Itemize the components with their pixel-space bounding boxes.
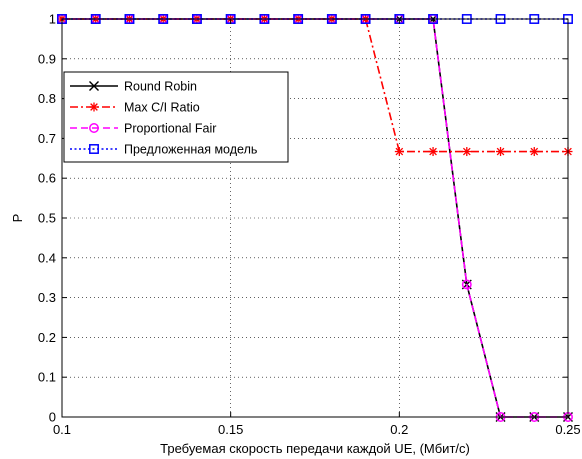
tick-labels: 0.1 0.15 0.2 0.2500.10.20.30.40.50.60.70.80… bbox=[38, 12, 581, 438]
legend-label: Proportional Fair bbox=[124, 122, 216, 136]
data-point-asterisk-marker bbox=[89, 102, 99, 112]
legend-entry-1: Max C/I Ratio bbox=[70, 101, 200, 115]
y-tick-label: 0.5 bbox=[38, 211, 56, 226]
y-tick-label: 0.6 bbox=[38, 171, 56, 186]
y-tick-label: 0.9 bbox=[38, 51, 56, 66]
legend-label: Max C/I Ratio bbox=[124, 101, 200, 115]
data-point-asterisk-marker bbox=[394, 147, 404, 157]
legend-entry-0: Round Robin bbox=[70, 80, 197, 94]
data-point-circle-marker bbox=[461, 279, 472, 290]
y-tick-label: 0 bbox=[49, 410, 56, 425]
x-tick-label: 0.25 bbox=[555, 422, 580, 437]
data-point-asterisk-marker bbox=[428, 147, 438, 157]
y-tick-label: 0.1 bbox=[38, 370, 56, 385]
data-point-asterisk-marker bbox=[529, 147, 539, 157]
legend-label: Предложенная модель bbox=[124, 143, 257, 157]
data-point-square-marker bbox=[89, 144, 99, 154]
data-point-asterisk-marker bbox=[462, 147, 472, 157]
data-point-x-marker bbox=[89, 81, 99, 91]
data-point-circle-marker bbox=[89, 123, 99, 133]
legend: Round Robin Max C/I Ratio Proportional Fai… bbox=[63, 71, 289, 163]
legend-entry-3: Предложенная модель bbox=[70, 143, 257, 157]
x-tick-label: 0.15 bbox=[218, 422, 243, 437]
data-point-asterisk-marker bbox=[496, 147, 506, 157]
legend-entry-2: Proportional Fair bbox=[70, 122, 216, 136]
y-tick-label: 0.4 bbox=[38, 250, 56, 265]
y-tick-label: 1 bbox=[49, 12, 56, 27]
y-tick-label: 0.8 bbox=[38, 91, 56, 106]
y-tick-label: 0.2 bbox=[38, 330, 56, 345]
y-axis-label: P bbox=[10, 214, 25, 223]
x-axis-label: Требуемая скорость передачи каждой UE, (… bbox=[160, 441, 470, 456]
legend-box bbox=[63, 71, 289, 163]
y-tick-label: 0.7 bbox=[38, 131, 56, 146]
x-tick-label: 0.2 bbox=[390, 422, 408, 437]
x-tick-label: 0.1 bbox=[53, 422, 71, 437]
y-tick-label: 0.3 bbox=[38, 290, 56, 305]
legend-label: Round Robin bbox=[124, 80, 197, 94]
